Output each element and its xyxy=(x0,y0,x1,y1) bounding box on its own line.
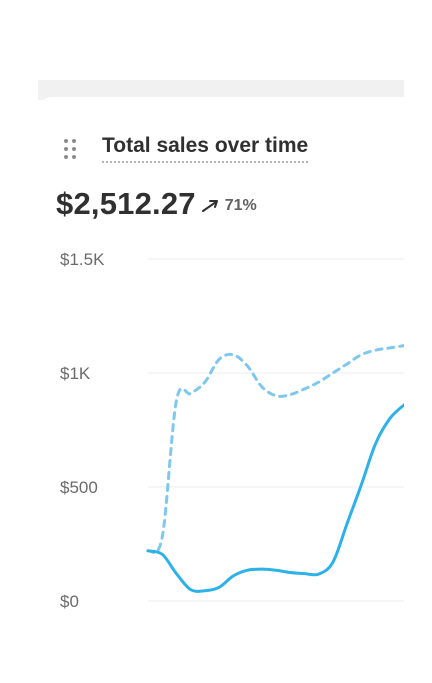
trend-percent: 71% xyxy=(224,197,257,214)
comparison-series-line[interactable] xyxy=(146,344,404,555)
grid-layer xyxy=(148,258,404,602)
sales-card xyxy=(38,97,432,683)
series-layer xyxy=(146,344,404,593)
top-band xyxy=(38,80,404,100)
card-title[interactable]: Total sales over time xyxy=(102,134,309,163)
trend-indicator: 71% xyxy=(200,197,257,215)
total-sales-value: $2,512.27 xyxy=(56,186,196,221)
y-tick-label: $500 xyxy=(60,478,98,497)
current-series-line[interactable] xyxy=(146,403,404,593)
y-axis-labels: $1.5K $1K $500 $0 xyxy=(60,250,105,611)
drag-handle-icon[interactable] xyxy=(64,139,76,159)
metric: $2,512.27 71% xyxy=(56,186,257,222)
y-tick-label: $0 xyxy=(60,592,79,611)
arrow-up-right-icon xyxy=(201,200,218,212)
y-tick-label: $1K xyxy=(60,364,91,383)
card-header: Total sales over time xyxy=(64,134,309,163)
y-tick-label: $1.5K xyxy=(60,250,105,269)
